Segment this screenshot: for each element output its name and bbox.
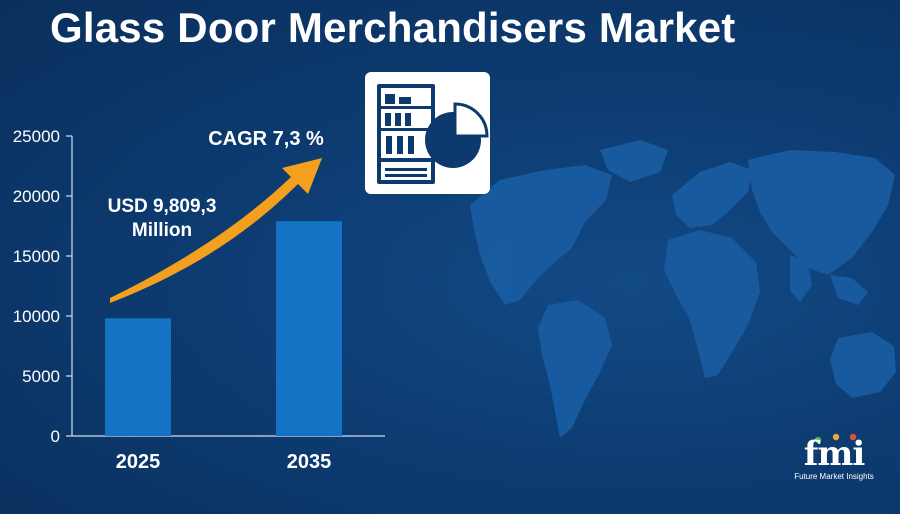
x-tick-label: 2035	[287, 451, 332, 473]
fridge-shelf-1	[381, 106, 431, 109]
y-tick-label: 15000	[13, 247, 60, 266]
map-south-america	[538, 300, 612, 438]
y-tick-label: 20000	[13, 187, 60, 206]
growth-arrow-head	[282, 158, 322, 194]
page-title: Glass Door Merchandisers Market	[50, 4, 736, 51]
growth-arrow	[110, 158, 322, 303]
y-tick-label: 10000	[13, 307, 60, 326]
y-tick-label: 25000	[13, 127, 60, 146]
map-australia	[830, 332, 896, 398]
logo-dot	[832, 433, 840, 441]
fmi-logo-name: Future Market Insights	[794, 472, 874, 481]
fridge-item	[397, 136, 403, 154]
pie-chart-icon	[425, 102, 489, 168]
value-label-line1: USD 9,809,3	[108, 196, 217, 217]
fridge-item	[405, 113, 411, 126]
map-southeast-asia	[830, 275, 868, 305]
fmi-logo-dots	[814, 433, 857, 444]
fridge-item	[386, 136, 392, 154]
map-europe	[672, 162, 752, 228]
cagr-label: CAGR 7,3 %	[208, 128, 324, 150]
fmi-logo-mark: fmi	[803, 434, 866, 474]
map-north-america	[470, 165, 612, 305]
map-africa	[664, 230, 760, 378]
fridge-item	[399, 97, 411, 104]
fridge-vent	[385, 168, 427, 171]
growth-arrow-body	[110, 176, 300, 303]
y-tick-label: 0	[51, 427, 60, 446]
y-tick-label: 5000	[22, 367, 60, 386]
map-india	[790, 255, 812, 302]
fridge-vent	[385, 174, 427, 177]
fridge-item	[408, 136, 414, 154]
fridge-item	[385, 113, 391, 126]
fridge-item	[395, 113, 401, 126]
fridge-item	[385, 94, 395, 104]
fmi-logo: fmi Future Market Insights	[788, 436, 880, 492]
bar-2035	[276, 221, 342, 436]
fridge-shelf-2	[381, 128, 431, 131]
bar-2025	[105, 318, 171, 436]
x-tick-label: 2025	[116, 451, 161, 473]
pie-chart-icon-slice	[453, 102, 489, 138]
map-greenland	[600, 140, 668, 182]
map-asia	[748, 150, 895, 275]
logo-dot	[849, 433, 857, 441]
world-map	[470, 140, 896, 438]
logo-dot	[814, 436, 822, 444]
value-label-line2: Million	[132, 220, 192, 241]
